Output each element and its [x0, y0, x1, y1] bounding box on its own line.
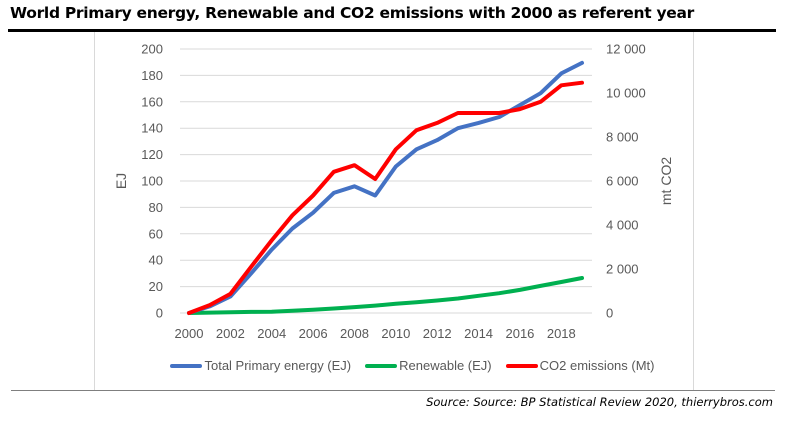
- y-tick-label: 200: [141, 42, 163, 57]
- y2-tick-label: 2 000: [606, 262, 639, 277]
- y-tick-label: 20: [149, 279, 163, 294]
- x-axis-ticks: 2000 2002 2004 2006 2008 2010 2012 2014 2016 2018: [175, 326, 576, 341]
- x-tick-label: 2008: [340, 326, 369, 341]
- series-lines: [187, 60, 584, 315]
- legend-item-renewable: Renewable (EJ): [365, 358, 492, 373]
- x-tick-label: 2016: [505, 326, 534, 341]
- gridlines: [180, 48, 592, 314]
- x-tick-label: 2012: [423, 326, 452, 341]
- x-tick-label: 2000: [175, 326, 204, 341]
- y2-tick-label: 4 000: [606, 218, 639, 233]
- series-line-renewable-ej: [187, 276, 584, 315]
- y2-tick-label: 6 000: [606, 174, 639, 189]
- y-axis-right-label: mt CO2: [658, 157, 674, 205]
- y-tick-label: 80: [149, 200, 163, 215]
- legend-item-co2-emissions: CO2 emissions (Mt): [505, 358, 655, 373]
- legend-label: Renewable (EJ): [399, 358, 492, 373]
- series-line-total-primary-energy-ej: [187, 60, 584, 315]
- legend-label: Total Primary energy (EJ): [204, 358, 352, 373]
- y-tick-label: 60: [149, 226, 163, 241]
- chart-area-frame: [94, 32, 694, 391]
- y-tick-label: 100: [141, 174, 163, 189]
- y-tick-label: 0: [156, 306, 163, 321]
- title-underline: [8, 29, 776, 32]
- legend-swatch-blue: [170, 363, 203, 368]
- y-axis-left-ticks: 0 20 40 60 80 100 120 140 160 180 200: [141, 42, 163, 321]
- x-tick-label: 2002: [216, 326, 245, 341]
- x-tick-label: 2010: [381, 326, 410, 341]
- source-note: Source: Source: BP Statistical Review 20…: [426, 395, 773, 409]
- x-tick-label: 2004: [257, 326, 286, 341]
- y-tick-label: 40: [149, 253, 163, 268]
- y-tick-label: 160: [141, 94, 163, 109]
- y2-tick-label: 0: [606, 306, 613, 321]
- y-tick-label: 180: [141, 68, 163, 83]
- legend-swatch-green: [365, 363, 398, 368]
- y-axis-right-ticks: 0 2 000 4 000 6 000 8 000 10 000 12 000: [606, 42, 646, 321]
- x-tick-label: 2014: [464, 326, 493, 341]
- legend-label: CO2 emissions (Mt): [539, 358, 655, 373]
- legend-swatch-red: [505, 363, 538, 368]
- y-tick-label: 140: [141, 121, 163, 136]
- y-tick-label: 120: [141, 147, 163, 162]
- y2-tick-label: 8 000: [606, 130, 639, 145]
- x-tick-label: 2006: [299, 326, 328, 341]
- legend-item-total-primary-energy: Total Primary energy (EJ): [170, 358, 351, 373]
- y2-tick-label: 12 000: [606, 42, 646, 57]
- y-axis-left-label: EJ: [113, 173, 129, 189]
- legend: Total Primary energy (EJ) Renewable (EJ)…: [0, 358, 795, 373]
- chart-title: World Primary energy, Renewable and CO2 …: [10, 4, 694, 22]
- footer-divider: [11, 390, 775, 391]
- x-tick-label: 2018: [547, 326, 576, 341]
- series-line-co2-emissions-mt: [187, 80, 584, 315]
- y2-tick-label: 10 000: [606, 86, 646, 101]
